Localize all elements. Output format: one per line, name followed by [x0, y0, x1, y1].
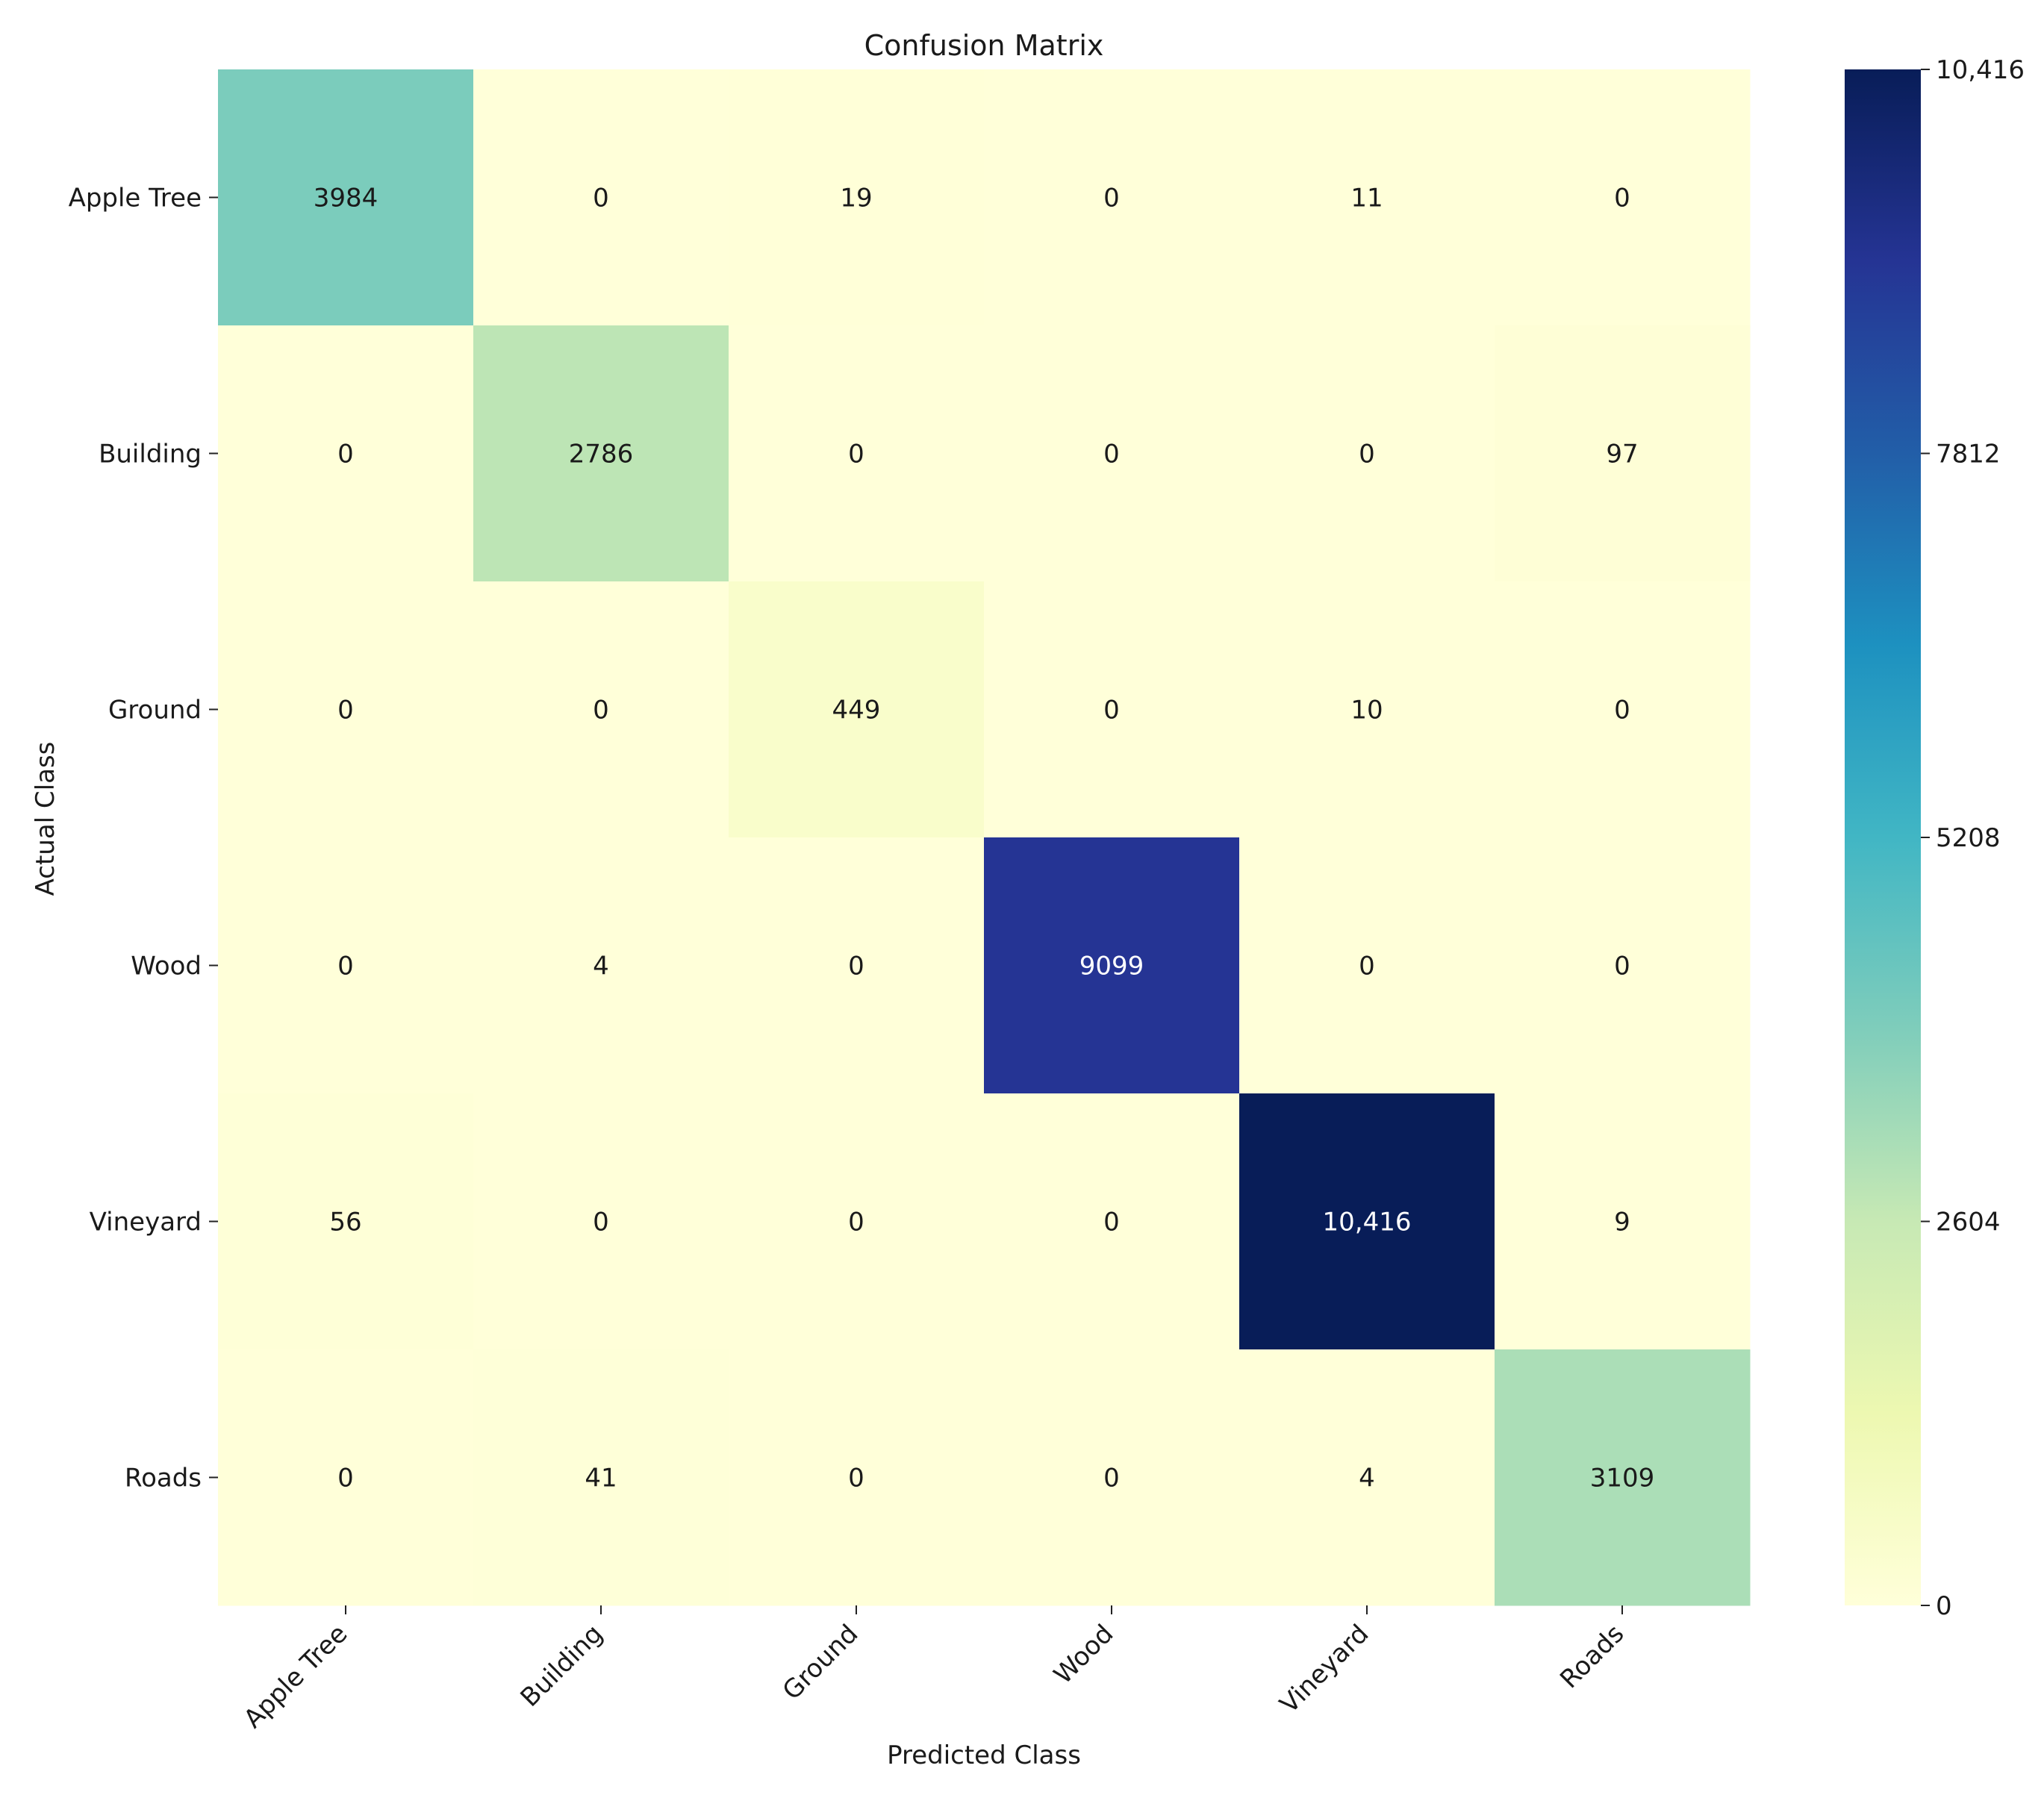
- heatmap-cell-label: 0: [1614, 184, 1630, 213]
- heatmap-cell: [473, 1349, 729, 1606]
- heatmap-cell-label: 0: [337, 1464, 354, 1493]
- heatmap-cell-label: 0: [1103, 440, 1120, 469]
- heatmap-cell-label: 9099: [1079, 952, 1144, 981]
- colorbar: [1845, 69, 1921, 1605]
- y-axis-label: Actual Class: [31, 742, 60, 896]
- heatmap-cell: [218, 325, 474, 582]
- heatmap-cell: [729, 325, 985, 582]
- heatmap-cell: [984, 581, 1240, 838]
- heatmap-cell: [984, 325, 1240, 582]
- heatmap-cell-label: 0: [593, 184, 609, 213]
- heatmap-cell: [984, 69, 1240, 326]
- heatmap-cell: [1495, 837, 1751, 1094]
- heatmap-cell-label: 4: [593, 952, 609, 981]
- heatmap-cell: [473, 837, 729, 1094]
- heatmap-cell-label: 0: [337, 696, 354, 725]
- heatmap-cell: [473, 69, 729, 326]
- heatmap-cell-label: 0: [1614, 952, 1630, 981]
- heatmap-cell-label: 10: [1350, 696, 1383, 725]
- x-tick-label: Apple Tree: [238, 1619, 353, 1734]
- heatmap-cell: [1239, 837, 1495, 1094]
- heatmap-cell: [1495, 325, 1751, 582]
- y-tick-label: Apple Tree: [69, 184, 202, 213]
- x-tick-label: Building: [515, 1619, 609, 1713]
- heatmap-cell-label: 0: [848, 1208, 864, 1237]
- heatmap-cell-label: 0: [337, 440, 354, 469]
- y-tick-label: Ground: [108, 696, 202, 725]
- y-tick-label: Building: [99, 440, 202, 469]
- heatmap-cell-label: 9: [1614, 1208, 1630, 1237]
- heatmap-cell-label: 0: [1103, 1208, 1120, 1237]
- heatmap-cell-label: 4: [1359, 1464, 1375, 1493]
- heatmap-cell: [729, 1349, 985, 1606]
- heatmap-cell-label: 449: [832, 696, 881, 725]
- heatmap-cell-label: 97: [1606, 440, 1638, 469]
- y-tick-label: Wood: [131, 952, 202, 981]
- heatmap-cell-label: 3109: [1590, 1464, 1655, 1493]
- heatmap-cell: [1495, 1349, 1751, 1606]
- x-axis: Apple Tree Building Ground Wood Vineyard Road…: [238, 1605, 1630, 1735]
- heatmap-cell: [1239, 1349, 1495, 1606]
- heatmap-cell: [218, 1349, 474, 1606]
- heatmap-cell-label: 0: [1614, 696, 1630, 725]
- heatmap-cell-label: 3984: [314, 184, 378, 213]
- heatmap-cell-label: 0: [1103, 184, 1120, 213]
- heatmap-cell-label: 0: [1103, 1464, 1120, 1493]
- heatmap-cell-label: 0: [848, 440, 864, 469]
- heatmap-cell: [1495, 69, 1751, 326]
- heatmap-cell: [1239, 581, 1495, 838]
- colorbar-tick-label: 2604: [1936, 1208, 2001, 1237]
- heatmap-cell: [218, 837, 474, 1094]
- y-axis: Apple Tree Building Ground Wood Vineyard Road…: [69, 184, 218, 1493]
- heatmap-cell: [729, 581, 985, 838]
- heatmap-cell: [473, 1093, 729, 1350]
- colorbar-tick-label: 0: [1936, 1591, 1952, 1621]
- heatmap-cell: [1239, 325, 1495, 582]
- chart-title: Confusion Matrix: [864, 29, 1104, 62]
- heatmap-cell: [984, 837, 1240, 1094]
- heatmap-cell-label: 0: [848, 1464, 864, 1493]
- heatmap-cell: [729, 69, 985, 326]
- heatmap-cell: [729, 1093, 985, 1350]
- heatmap-cell: [1495, 581, 1751, 838]
- heatmap-cell: [218, 69, 474, 326]
- heatmap-cell-label: 0: [1103, 696, 1120, 725]
- heatmap-cell: [218, 581, 474, 838]
- heatmap-cell: [984, 1349, 1240, 1606]
- y-tick-label: Roads: [125, 1464, 202, 1493]
- heatmap-cell-label: 0: [593, 696, 609, 725]
- colorbar-tick-label: 10,416: [1936, 55, 2025, 85]
- heatmap-cell: [1239, 69, 1495, 326]
- heatmap-cell-label: 2786: [569, 440, 634, 469]
- heatmap-cell-label: 0: [1359, 440, 1375, 469]
- heatmap-cell: [1239, 1093, 1495, 1350]
- heatmap-cells: [218, 69, 1751, 1606]
- heatmap-cell-label: 0: [848, 952, 864, 981]
- heatmap-cell-label: 0: [1359, 952, 1375, 981]
- heatmap-cell: [473, 581, 729, 838]
- heatmap-cell-label: 19: [840, 184, 872, 213]
- colorbar-tick-label: 5208: [1936, 823, 2001, 853]
- heatmap-cell: [1495, 1093, 1751, 1350]
- heatmap-cell-label: 11: [1350, 184, 1383, 213]
- heatmap-cell: [218, 1093, 474, 1350]
- heatmap-cell: [473, 325, 729, 582]
- heatmap-cell-label: 56: [329, 1208, 361, 1237]
- heatmap-cell: [729, 837, 985, 1094]
- heatmap-cell-label: 10,416: [1323, 1208, 1412, 1237]
- heatmap-cell-label: 0: [337, 952, 354, 981]
- colorbar-tick-label: 7812: [1936, 440, 2001, 469]
- heatmap-cell-labels: 3984 0 19 0 11 0 0 2786 0 0 0 97 0 0 449 0 10 0 0 4 0 9099 0 0 5…: [314, 184, 1655, 1493]
- x-tick-label: Wood: [1048, 1619, 1119, 1690]
- heatmap-cell: [984, 1093, 1240, 1350]
- x-tick-label: Roads: [1554, 1619, 1630, 1694]
- x-tick-label: Ground: [777, 1619, 864, 1706]
- heatmap-cell-label: 0: [593, 1208, 609, 1237]
- y-tick-label: Vineyard: [90, 1208, 202, 1237]
- x-tick-label: Vineyard: [1274, 1619, 1375, 1720]
- heatmap-cell-label: 41: [585, 1464, 617, 1493]
- colorbar-ticks: 0 2604 5208 7812 10,416: [1921, 55, 2025, 1621]
- x-axis-label: Predicted Class: [887, 1741, 1081, 1770]
